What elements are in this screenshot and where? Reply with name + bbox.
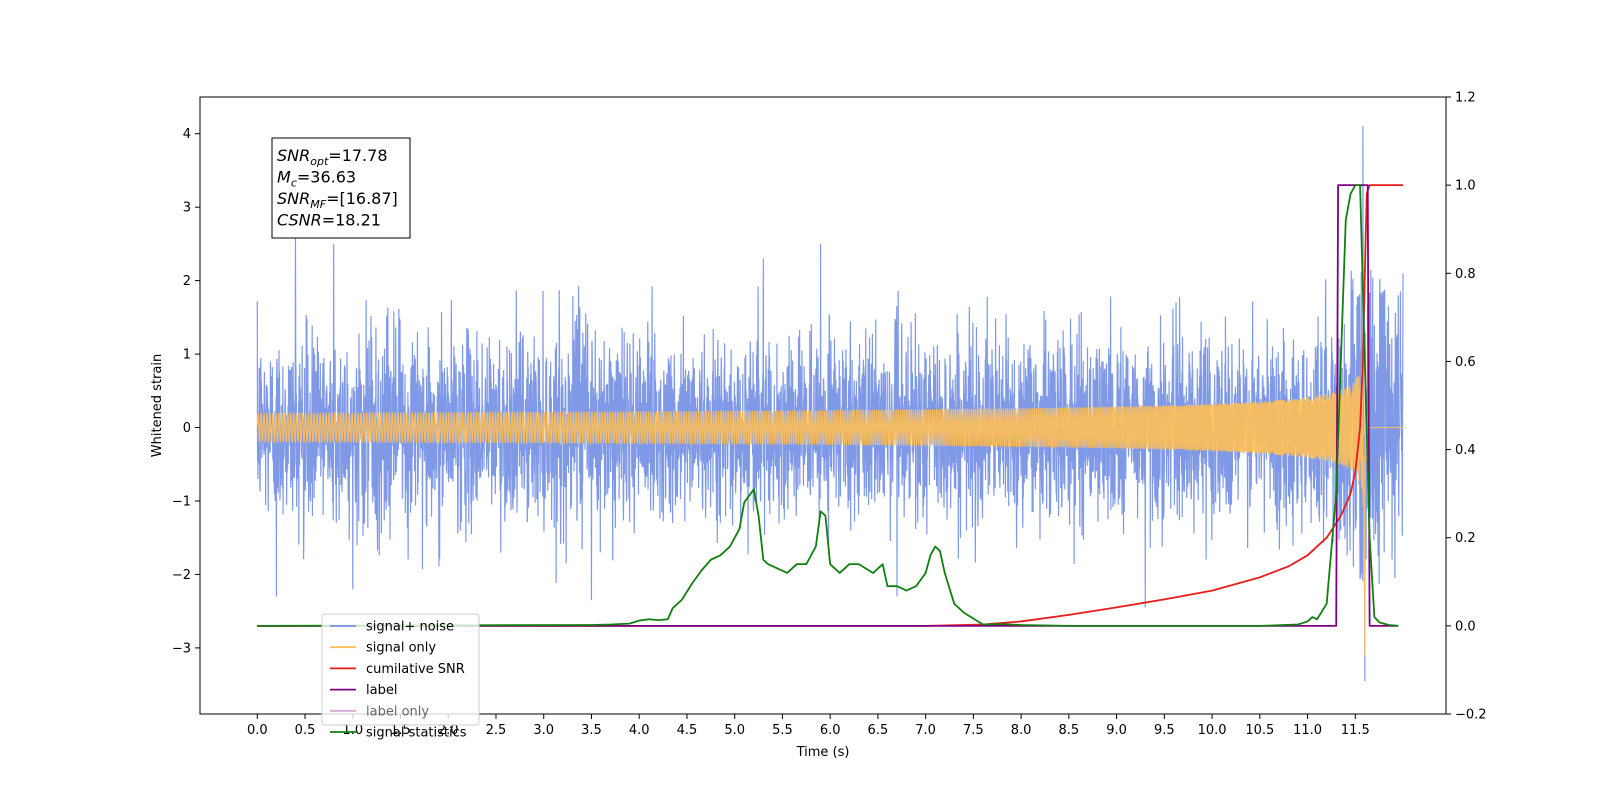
x-tick-label: 9.5 — [1154, 723, 1175, 738]
x-tick-label: 5.0 — [724, 723, 745, 738]
info-box: SNRopt=17.78Mc=36.63SNRMF=[16.87]CSNR=18… — [271, 137, 411, 239]
y-left-tick-label: 4 — [183, 127, 191, 142]
x-tick-label: 2.0 — [438, 723, 459, 738]
x-tick-label: 3.0 — [533, 723, 554, 738]
x-tick-label: 8.0 — [1011, 723, 1032, 738]
y-left-tick-label: 2 — [183, 274, 191, 289]
y-axis-label: Whitened strain — [150, 354, 165, 457]
legend-label: signal+ noise — [366, 620, 454, 635]
x-tick-label: 6.5 — [868, 723, 889, 738]
x-tick-label: 6.0 — [820, 723, 841, 738]
x-tick-label: 5.5 — [772, 723, 793, 738]
y-right-tick-label: 1.2 — [1455, 91, 1476, 106]
plot-area — [256, 126, 1404, 681]
x-tick-label: 0.5 — [295, 723, 316, 738]
x-tick-label: 2.5 — [486, 723, 507, 738]
axes-frame — [199, 96, 1447, 715]
info-line: SNRMF=[16.87] — [277, 189, 398, 211]
y-right-tick-label: 0.4 — [1455, 443, 1476, 458]
info-subscript: c — [291, 177, 297, 190]
info-symbol: SNR — [277, 146, 310, 165]
x-tick-label: 0.0 — [247, 723, 268, 738]
x-tick-label: 11.5 — [1341, 723, 1370, 738]
y-left-tick-label: −3 — [172, 641, 191, 656]
y-left-tick-label: −1 — [172, 494, 191, 509]
series-signal-statistics — [257, 184, 1399, 627]
info-symbol: CSNR — [277, 211, 322, 230]
legend-label: signal only — [366, 641, 436, 656]
y-left-tick-label: 3 — [183, 201, 191, 216]
y-left-tick-label: 0 — [183, 421, 191, 436]
legend: signal+ noise signal only cumilative SNR la… — [321, 613, 480, 741]
x-tick-label: 7.0 — [915, 723, 936, 738]
legend-label: label only — [366, 704, 429, 719]
x-tick-label: 10.0 — [1198, 723, 1227, 738]
x-tick-label: 3.5 — [581, 723, 602, 738]
info-box-frame — [271, 137, 411, 239]
x-tick-label: 10.5 — [1245, 723, 1274, 738]
legend-label: cumilative SNR — [366, 662, 465, 677]
y-left-tick-label: 1 — [183, 348, 191, 363]
x-tick-label: 1.5 — [390, 723, 411, 738]
y-right-tick-label: 1.0 — [1455, 179, 1476, 194]
x-tick-label: 4.5 — [677, 723, 698, 738]
x-tick-label: 4.0 — [629, 723, 650, 738]
x-tick-label: 7.5 — [963, 723, 984, 738]
info-symbol: M — [277, 168, 291, 187]
axes: 0.0 0.5 1.0 1.5 2.0 2.5 3.0 3.5 4.0 4.5 5.0 5.5 6.0 6… — [150, 91, 1487, 761]
info-subscript: opt — [310, 155, 329, 168]
info-value: =18.21 — [322, 211, 381, 230]
x-axis-label: Time (s) — [796, 745, 850, 760]
x-tick-label: 1.0 — [342, 723, 363, 738]
info-value: =17.78 — [328, 146, 387, 165]
x-tick-label: 11.0 — [1293, 723, 1322, 738]
series-signal-only — [256, 340, 1404, 656]
x-tick-label: 8.5 — [1059, 723, 1080, 738]
y-right-tick-label: 0.0 — [1455, 619, 1476, 634]
legend-label: label — [366, 683, 397, 698]
y-right-tick-label: 0.2 — [1455, 531, 1476, 546]
info-value: =36.63 — [297, 168, 356, 187]
legend-frame — [321, 613, 480, 726]
y-right-tick-label: 0.6 — [1455, 355, 1476, 370]
x-tick-label: 9.0 — [1106, 723, 1127, 738]
info-line: CSNR=18.21 — [277, 211, 381, 230]
info-line: Mc=36.63 — [277, 168, 356, 190]
y-right-tick-label: 0.8 — [1455, 267, 1476, 282]
info-symbol: SNR — [277, 189, 310, 208]
legend-label: signal statistics — [366, 726, 467, 741]
y-left-tick-label: −2 — [172, 568, 191, 583]
info-value: =[16.87] — [326, 189, 398, 208]
info-subscript: MF — [310, 198, 326, 211]
info-line: SNRopt=17.78 — [277, 146, 388, 168]
y-right-tick-label: −0.2 — [1455, 708, 1487, 723]
